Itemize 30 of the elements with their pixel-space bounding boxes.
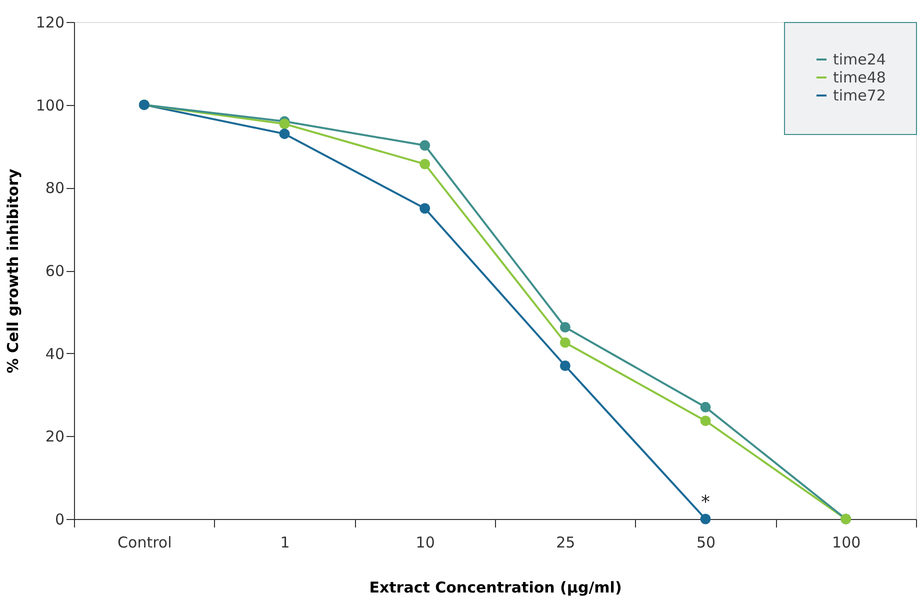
y-tick-label: 60 — [45, 262, 64, 280]
x-tick-label: 100 — [832, 534, 861, 552]
legend-label: time24 — [833, 50, 886, 68]
x-tick-label: 10 — [416, 534, 435, 552]
point — [560, 322, 570, 332]
point — [420, 158, 430, 170]
x-tick-label: 1 — [280, 534, 290, 552]
annotation: * — [701, 492, 710, 513]
point — [420, 203, 430, 214]
point — [279, 128, 290, 140]
y-axis-title: % Cell growth inhibitory — [4, 168, 22, 374]
y-tick-label: 80 — [45, 179, 64, 198]
legend-label: time48 — [833, 68, 886, 86]
legend-label: time72 — [833, 86, 886, 104]
x-tick-label: 50 — [696, 534, 716, 552]
y-tick-label: 40 — [45, 344, 64, 363]
point — [279, 118, 290, 130]
point — [560, 337, 570, 348]
y-tick-label: 120 — [36, 14, 64, 32]
x-tick-label: Control — [118, 534, 172, 552]
point — [700, 514, 711, 524]
y-tick-label: 0 — [54, 510, 64, 528]
x-tick-label: 25 — [556, 534, 576, 552]
point — [700, 416, 711, 426]
y-tick-label: 20 — [45, 428, 64, 446]
y-tick-label: 100 — [36, 96, 64, 114]
point — [420, 140, 430, 151]
point — [700, 402, 711, 412]
x-axis-title: Extract Concentration (µg/ml) — [369, 578, 622, 596]
point — [560, 360, 570, 371]
